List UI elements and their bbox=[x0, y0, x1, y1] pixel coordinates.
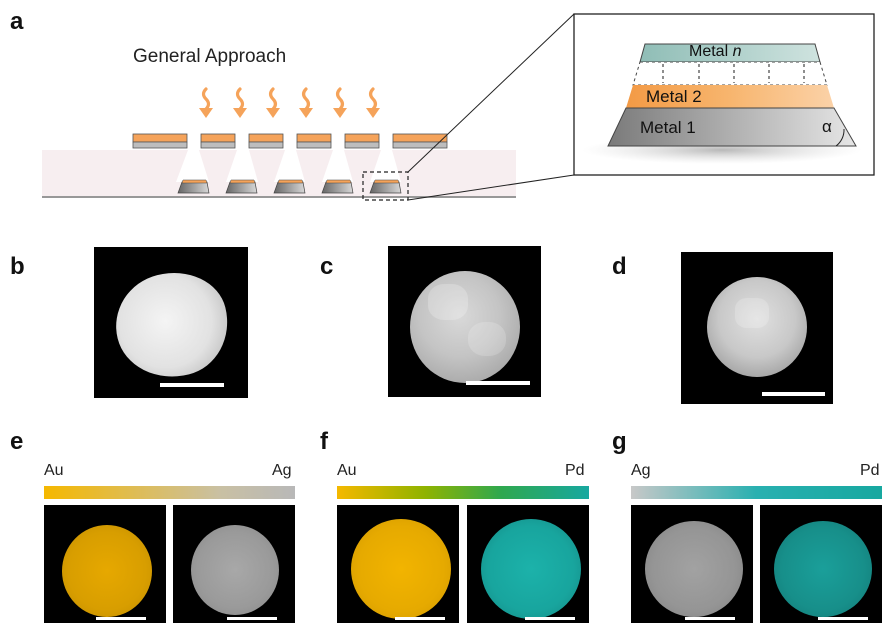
zoom-line-top bbox=[407, 13, 575, 173]
scale-bar-d bbox=[762, 392, 825, 396]
eds-map-e-ag bbox=[173, 505, 295, 623]
panel-label-e: e bbox=[10, 428, 24, 455]
composition-gradient-e bbox=[44, 486, 295, 499]
nanoparticle-d bbox=[707, 277, 807, 377]
angle-alpha-label: α bbox=[822, 117, 832, 136]
composition-gradient-f bbox=[337, 486, 589, 499]
metal-n-label: Metal n bbox=[689, 43, 742, 60]
metal-2-label: Metal 2 bbox=[646, 87, 702, 106]
eds-map-g-ag bbox=[631, 505, 753, 623]
layer-metal-1 bbox=[607, 107, 857, 147]
em-image-b bbox=[94, 247, 248, 398]
composition-gradient-g bbox=[631, 486, 882, 499]
panel-label-d: d bbox=[612, 253, 627, 280]
zoom-line-bottom bbox=[407, 174, 575, 201]
general-approach-title: General Approach bbox=[133, 46, 287, 67]
em-image-c bbox=[388, 246, 541, 397]
panel-label-f: f bbox=[320, 428, 328, 455]
deposition-beams bbox=[176, 150, 401, 182]
zoom-region-box bbox=[362, 171, 409, 201]
gradient-f-right-label: Pd bbox=[565, 462, 585, 479]
shadow-mask bbox=[132, 133, 448, 149]
deposited-particles bbox=[177, 179, 402, 194]
scale-bar-b bbox=[160, 383, 224, 387]
panel-label-b: b bbox=[10, 253, 25, 280]
flux-arrows bbox=[201, 87, 378, 111]
layer-metal-2 bbox=[626, 85, 834, 108]
em-image-d bbox=[681, 252, 833, 404]
nanoparticle-c bbox=[410, 271, 520, 383]
gradient-g-left-label: Ag bbox=[631, 462, 651, 479]
eds-map-f-au bbox=[337, 505, 459, 623]
panel-label-a: a bbox=[10, 8, 24, 35]
eds-map-f-pd bbox=[467, 505, 589, 623]
gradient-f-left-label: Au bbox=[337, 462, 357, 479]
gradient-e-right-label: Ag bbox=[272, 462, 292, 479]
nanoparticle-b bbox=[105, 260, 239, 390]
metal-1-label: Metal 1 bbox=[640, 118, 696, 137]
eds-map-e-au bbox=[44, 505, 166, 623]
panel-label-g: g bbox=[612, 428, 627, 455]
eds-map-g-pd bbox=[760, 505, 882, 623]
gradient-g-right-label: Pd bbox=[860, 462, 880, 479]
scale-bar-c bbox=[466, 381, 530, 385]
flux-arrowheads bbox=[199, 108, 380, 118]
gradient-e-left-label: Au bbox=[44, 462, 64, 479]
angle-arc bbox=[835, 128, 845, 147]
panel-label-c: c bbox=[320, 253, 334, 280]
deposition-schematic bbox=[42, 13, 875, 201]
